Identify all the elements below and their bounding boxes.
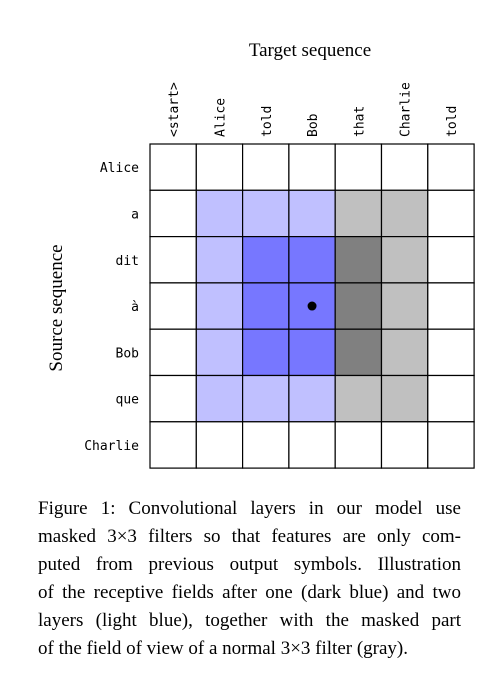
caption-line: of the receptive fields after one (dark … — [38, 582, 461, 603]
grid-cell-r6-c4 — [334, 421, 383, 469]
grid-cell-r1-c1 — [195, 189, 244, 238]
grid-cell-r4-c2 — [242, 328, 290, 377]
grid-cell-r6-c2 — [242, 421, 290, 469]
grid-cell-r0-c2 — [242, 143, 290, 191]
grid-cell-r1-c0 — [149, 189, 197, 238]
caption-line: of the field of view of a normal 3×3 fil… — [38, 638, 408, 659]
grid-cell-r4-c5 — [380, 328, 429, 377]
grid-cell-r6-c0 — [149, 421, 197, 469]
grid-cell-r3-c0 — [149, 282, 197, 330]
grid-cell-r5-c5 — [380, 374, 429, 423]
current-position-marker-layer — [307, 301, 317, 311]
grid-cell-r1-c2 — [242, 189, 290, 238]
grid-cell-r3-c2 — [242, 282, 290, 330]
grid-cell-r0-c0 — [149, 143, 197, 191]
grid-cell-r5-c6 — [427, 374, 475, 423]
grid-cell-r5-c0 — [149, 374, 197, 423]
grid-cell-r4-c4 — [334, 328, 383, 377]
grid-cell-r3-c6 — [427, 282, 475, 330]
grid-cell-r6-c5 — [380, 421, 429, 469]
grid-cell-r3-c5 — [380, 282, 429, 330]
grid-cell-r6-c1 — [195, 421, 244, 469]
receptive-field-diagram: Target sequence Source sequence <start> A… — [46, 40, 475, 469]
grid-cell-r2-c4 — [334, 236, 383, 284]
grid-cell-r5-c1 — [195, 374, 244, 423]
grid-cell-r1-c5 — [380, 189, 429, 238]
grid-cell-r4-c3 — [288, 328, 336, 377]
caption-line: layers (light blue), together with the m… — [38, 610, 461, 631]
target-token-label: Alice — [213, 98, 228, 137]
caption-line: Figure 1: Convolutional layers in our mo… — [38, 498, 461, 519]
grid-cell-r2-c3 — [288, 236, 336, 284]
figure-caption: Figure 1: Convolutional layers in our mo… — [38, 495, 461, 663]
grid-cell-r1-c3 — [288, 189, 336, 238]
grid-cell-r5-c3 — [288, 374, 336, 423]
grid-cell-r2-c6 — [427, 236, 475, 284]
grid-cell-r2-c2 — [242, 236, 290, 284]
grid-cell-r6-c3 — [288, 421, 336, 469]
grid-cell-r0-c5 — [380, 143, 429, 191]
source-token-label: dit — [116, 254, 139, 269]
grid-cell-r1-c4 — [334, 189, 383, 238]
grid-cell-r4-c0 — [149, 328, 197, 377]
grid-cell-r0-c6 — [427, 143, 475, 191]
source-token-label: Alice — [100, 161, 139, 176]
target-sequence-title: Target sequence — [249, 40, 371, 61]
grid-cell-r0-c3 — [288, 143, 336, 191]
target-token-label: that — [352, 106, 367, 137]
source-token-labels: Alice a dit à Bob que Charlie — [84, 161, 139, 454]
target-token-label: told — [445, 106, 460, 137]
grid-cell-r5-c4 — [334, 374, 383, 423]
caption-line: puted from previous output symbols. Illu… — [38, 554, 461, 575]
target-token-label: Bob — [306, 113, 321, 137]
target-token-labels: <start> Alice told Bob that Charlie told — [167, 82, 460, 137]
target-token-label: Charlie — [399, 82, 414, 137]
caption-line: masked 3×3 filters so that features are … — [38, 526, 461, 547]
current-position-marker — [307, 301, 317, 311]
grid-cell-r4-c1 — [195, 328, 244, 377]
grid-cell-r2-c0 — [149, 236, 197, 284]
source-sequence-title: Source sequence — [46, 244, 67, 371]
source-token-label: Bob — [116, 346, 140, 361]
grid-cell-r2-c1 — [195, 236, 244, 284]
source-token-label: que — [116, 393, 140, 408]
grid-cell-r4-c6 — [427, 328, 475, 377]
target-token-label: <start> — [167, 82, 182, 137]
grid-cell-r5-c2 — [242, 374, 290, 423]
source-token-label: a — [131, 207, 139, 222]
grid-cell-r6-c6 — [427, 421, 475, 469]
source-token-label: à — [131, 300, 139, 315]
target-token-label: told — [260, 106, 275, 137]
grid-cell-r0-c1 — [195, 143, 244, 191]
grid-cell-r1-c6 — [427, 189, 475, 238]
grid-cell-r0-c4 — [334, 143, 383, 191]
grid-cells — [149, 143, 475, 469]
grid-cell-r2-c5 — [380, 236, 429, 284]
grid-cell-r3-c4 — [334, 282, 383, 330]
grid-cell-r3-c1 — [195, 282, 244, 330]
source-token-label: Charlie — [84, 439, 139, 454]
